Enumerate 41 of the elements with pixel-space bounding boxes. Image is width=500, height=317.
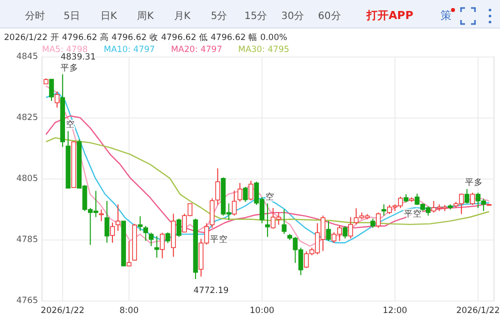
text: 2026/1/22 开 4796.62 高 4796.62 收 4796.62 低 4796.62 幅 0.00% xyxy=(4,32,288,43)
text: 60分 xyxy=(318,10,341,22)
text: 周K xyxy=(137,11,154,22)
annotation: 平空 xyxy=(210,234,228,245)
candlestick xyxy=(98,209,104,222)
candlestick xyxy=(116,204,120,232)
candlestick xyxy=(210,198,215,228)
annotation: 平多 xyxy=(60,62,79,74)
candlestick xyxy=(215,168,220,206)
annotation: 4839.31 xyxy=(60,52,96,62)
y-tick-label: 4805 xyxy=(16,174,38,184)
x-tick-label: 10:00 xyxy=(250,306,274,316)
candlestick xyxy=(154,236,160,258)
candlestick xyxy=(60,74,66,148)
text: 15分 xyxy=(244,10,268,22)
text: MA20: 4797 xyxy=(170,45,222,55)
text: 分时 xyxy=(25,10,45,22)
candlestick xyxy=(160,232,165,259)
y-tick-label: 4765 xyxy=(16,296,38,306)
text: 5分 xyxy=(210,10,228,22)
text: 打开APP xyxy=(366,9,414,22)
x-tick-label: 8:00 xyxy=(120,306,139,316)
candlestick xyxy=(171,213,176,258)
y-tick-label: 4825 xyxy=(16,113,38,123)
candlestick xyxy=(138,216,143,232)
text: 30分 xyxy=(281,10,304,22)
text: 5日 xyxy=(64,11,80,22)
annotation: 4772.19 xyxy=(194,286,229,296)
text: MA10: 4797 xyxy=(104,45,155,55)
candlestick xyxy=(265,202,270,238)
x-tick-label: 2026/1/22 xyxy=(456,306,500,316)
annotation: 空 xyxy=(66,119,76,130)
text: 日K xyxy=(100,11,118,22)
text: MA30: 4795 xyxy=(238,45,290,55)
text: 月K xyxy=(174,11,191,22)
y-tick-label: 4845 xyxy=(16,52,38,62)
y-tick-label: 4785 xyxy=(16,235,38,245)
x-tick-label: 12:00 xyxy=(382,306,408,316)
annotation: 平多 xyxy=(464,177,483,188)
text: 策 xyxy=(440,9,452,22)
x-tick-label: 2026/1/22 xyxy=(40,306,84,316)
